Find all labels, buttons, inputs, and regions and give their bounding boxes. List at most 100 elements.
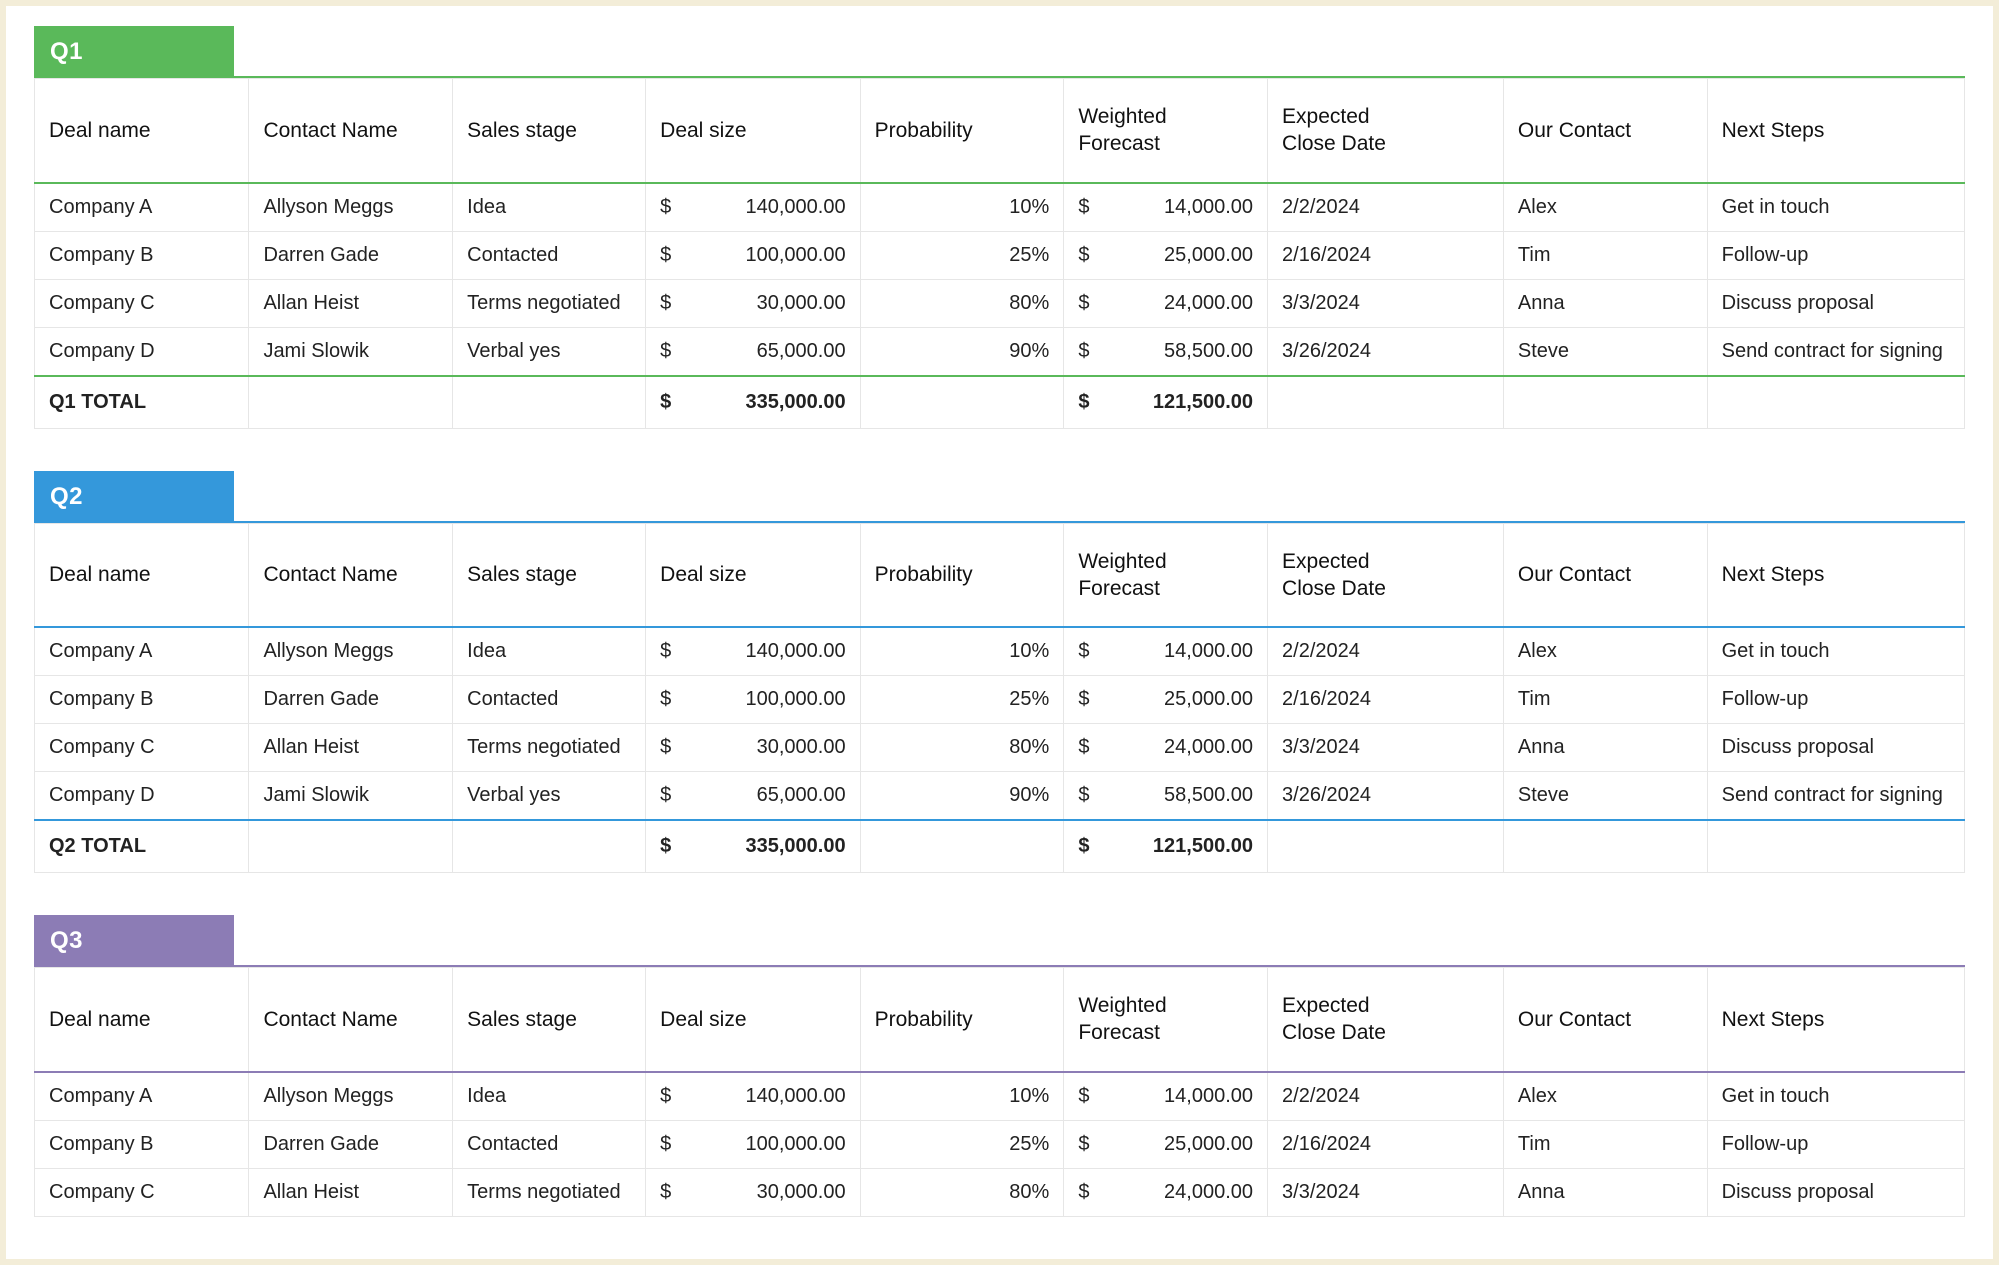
- cell-stage: Contacted: [453, 231, 646, 279]
- amount: 24,000.00: [1164, 292, 1253, 315]
- quarter-section-q3: Q3Deal nameContact NameSales stageDeal s…: [34, 915, 1965, 1217]
- deals-table: Deal nameContact NameSales stageDeal siz…: [34, 78, 1965, 429]
- spacer: [234, 26, 1965, 78]
- cell-forecast: $58,500.00: [1064, 772, 1268, 821]
- column-header: Weighted Forecast: [1064, 968, 1268, 1072]
- currency-symbol: $: [660, 736, 671, 759]
- column-header: Contact Name: [249, 523, 453, 627]
- table-row: Company DJami SlowikVerbal yes$65,000.00…: [35, 327, 1965, 376]
- cell-forecast: $25,000.00: [1064, 231, 1268, 279]
- table-row: Company DJami SlowikVerbal yes$65,000.00…: [35, 772, 1965, 821]
- cell-forecast: $24,000.00: [1064, 279, 1268, 327]
- cell-probability: 90%: [860, 772, 1064, 821]
- cell-next-steps: Get in touch: [1707, 1072, 1964, 1121]
- amount: 140,000.00: [745, 196, 845, 219]
- amount: 25,000.00: [1164, 1133, 1253, 1156]
- table-row: Company BDarren GadeContacted$100,000.00…: [35, 1120, 1965, 1168]
- cell-close-date: 3/3/2024: [1268, 724, 1504, 772]
- cell-probability: 25%: [860, 676, 1064, 724]
- cell-probability: 80%: [860, 724, 1064, 772]
- currency-symbol: $: [1078, 196, 1089, 219]
- total-size: $335,000.00: [646, 376, 860, 429]
- cell-forecast: $14,000.00: [1064, 1072, 1268, 1121]
- probability-value: 90%: [875, 340, 1050, 363]
- cell-contact: Allan Heist: [249, 279, 453, 327]
- cell-deal: Company C: [35, 724, 249, 772]
- empty-cell: [1707, 820, 1964, 873]
- column-header: Contact Name: [249, 968, 453, 1072]
- pipeline-report: Q1Deal nameContact NameSales stageDeal s…: [0, 0, 1999, 1265]
- cell-deal: Company B: [35, 231, 249, 279]
- cell-stage: Terms negotiated: [453, 1168, 646, 1216]
- table-row: Company AAllyson MeggsIdea$140,000.0010%…: [35, 627, 1965, 676]
- cell-next-steps: Discuss proposal: [1707, 1168, 1964, 1216]
- amount: 14,000.00: [1164, 640, 1253, 663]
- cell-contact: Allyson Meggs: [249, 1072, 453, 1121]
- cell-close-date: 3/26/2024: [1268, 772, 1504, 821]
- cell-forecast: $58,500.00: [1064, 327, 1268, 376]
- amount: 335,000.00: [745, 835, 845, 858]
- column-header: Our Contact: [1503, 968, 1707, 1072]
- empty-cell: [1268, 820, 1504, 873]
- cell-contact: Darren Gade: [249, 1120, 453, 1168]
- currency-symbol: $: [1078, 1181, 1089, 1204]
- cell-our-contact: Anna: [1503, 1168, 1707, 1216]
- amount: 25,000.00: [1164, 688, 1253, 711]
- cell-next-steps: Discuss proposal: [1707, 724, 1964, 772]
- cell-stage: Terms negotiated: [453, 724, 646, 772]
- cell-next-steps: Get in touch: [1707, 183, 1964, 232]
- cell-deal: Company A: [35, 1072, 249, 1121]
- cell-our-contact: Anna: [1503, 279, 1707, 327]
- cell-next-steps: Follow-up: [1707, 231, 1964, 279]
- currency-symbol: $: [660, 244, 671, 267]
- cell-contact: Allyson Meggs: [249, 627, 453, 676]
- spacer: [234, 915, 1965, 967]
- empty-cell: [453, 820, 646, 873]
- cell-our-contact: Alex: [1503, 627, 1707, 676]
- cell-deal: Company B: [35, 676, 249, 724]
- currency-symbol: $: [660, 835, 671, 858]
- empty-cell: [860, 376, 1064, 429]
- amount: 140,000.00: [745, 640, 845, 663]
- amount: 58,500.00: [1164, 784, 1253, 807]
- cell-forecast: $25,000.00: [1064, 676, 1268, 724]
- cell-probability: 25%: [860, 1120, 1064, 1168]
- cell-deal: Company D: [35, 327, 249, 376]
- empty-cell: [1268, 376, 1504, 429]
- cell-contact: Jami Slowik: [249, 327, 453, 376]
- currency-symbol: $: [660, 1133, 671, 1156]
- cell-stage: Contacted: [453, 676, 646, 724]
- column-header: Next Steps: [1707, 523, 1964, 627]
- cell-our-contact: Alex: [1503, 183, 1707, 232]
- cell-contact: Allan Heist: [249, 1168, 453, 1216]
- amount: 100,000.00: [745, 244, 845, 267]
- amount: 14,000.00: [1164, 1085, 1253, 1108]
- currency-symbol: $: [1078, 835, 1089, 858]
- cell-forecast: $24,000.00: [1064, 724, 1268, 772]
- cell-our-contact: Steve: [1503, 772, 1707, 821]
- total-forecast: $121,500.00: [1064, 376, 1268, 429]
- cell-probability: 10%: [860, 627, 1064, 676]
- cell-size: $140,000.00: [646, 627, 860, 676]
- deals-table: Deal nameContact NameSales stageDeal siz…: [34, 523, 1965, 874]
- quarter-section-q2: Q2Deal nameContact NameSales stageDeal s…: [34, 471, 1965, 874]
- empty-cell: [1503, 376, 1707, 429]
- cell-deal: Company D: [35, 772, 249, 821]
- amount: 30,000.00: [757, 736, 846, 759]
- cell-probability: 10%: [860, 183, 1064, 232]
- currency-symbol: $: [1078, 1085, 1089, 1108]
- cell-size: $100,000.00: [646, 676, 860, 724]
- probability-value: 10%: [875, 1085, 1050, 1108]
- cell-deal: Company A: [35, 627, 249, 676]
- column-header: Deal size: [646, 79, 860, 183]
- total-label: Q1 TOTAL: [35, 376, 249, 429]
- cell-size: $100,000.00: [646, 231, 860, 279]
- table-total-row: Q2 TOTAL$335,000.00$121,500.00: [35, 820, 1965, 873]
- table-row: Company BDarren GadeContacted$100,000.00…: [35, 231, 1965, 279]
- cell-next-steps: Follow-up: [1707, 676, 1964, 724]
- cell-our-contact: Steve: [1503, 327, 1707, 376]
- amount: 121,500.00: [1153, 391, 1253, 414]
- currency-symbol: $: [1078, 340, 1089, 363]
- amount: 121,500.00: [1153, 835, 1253, 858]
- table-row: Company AAllyson MeggsIdea$140,000.0010%…: [35, 1072, 1965, 1121]
